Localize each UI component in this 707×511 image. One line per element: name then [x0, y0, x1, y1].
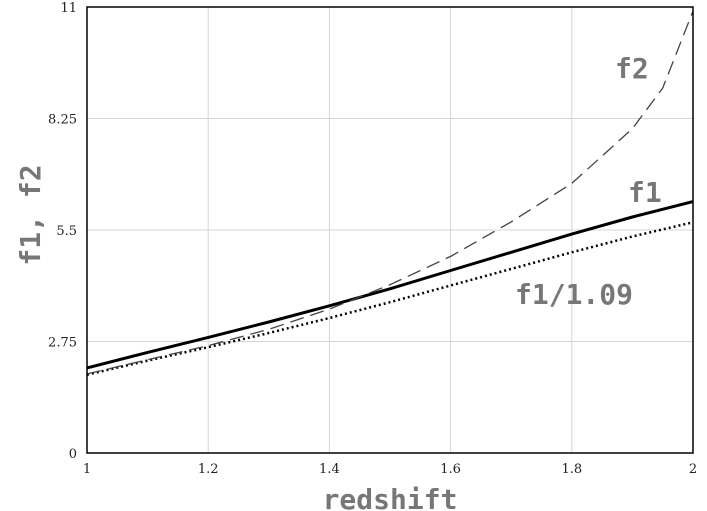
series-line-f2: [86, 10, 694, 375]
x-tick-label: 1.4: [319, 462, 340, 477]
series-lines: [86, 10, 694, 376]
series-label-f1-over-1-09: f1/1.09: [515, 278, 633, 311]
x-tick-label: 2: [689, 462, 697, 477]
gridlines: [86, 6, 694, 454]
series-label-f2: f2: [615, 52, 649, 85]
series-line-f1-1-09: [86, 221, 694, 376]
y-tick-label: 5.5: [56, 224, 77, 239]
x-axis-label: redshift: [323, 483, 458, 511]
y-tick-labels: 0 2.75 5.5 8.25 11: [48, 1, 77, 462]
x-tick-label: 1.6: [440, 462, 461, 477]
y-axis-label: f1, f2: [14, 164, 47, 265]
series-label-f1: f1: [628, 176, 662, 209]
y-tick-label: 0: [69, 447, 77, 462]
x-tick-label: 1: [83, 462, 91, 477]
y-tick-label: 11: [60, 1, 77, 16]
x-tick-label: 1.2: [198, 462, 219, 477]
x-tick-labels: 1 1.2 1.4 1.6 1.8 2: [83, 462, 697, 477]
plot-frame: [86, 6, 694, 454]
y-tick-label: 2.75: [48, 336, 77, 351]
x-tick-label: 1.8: [561, 462, 582, 477]
y-tick-label: 8.25: [48, 113, 77, 128]
series-line-f1: [86, 200, 694, 370]
